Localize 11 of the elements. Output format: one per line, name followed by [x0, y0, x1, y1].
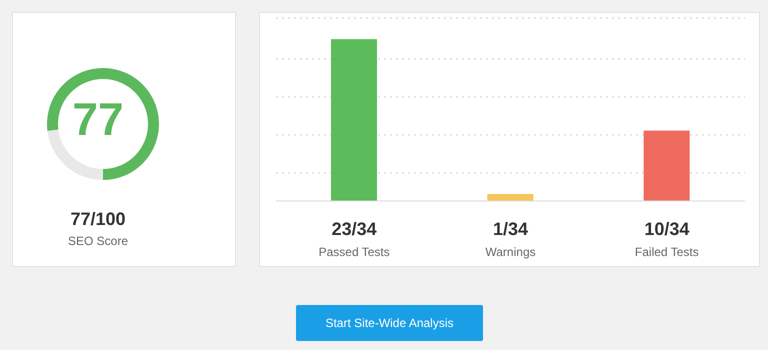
x-tick-label: Passed Tests: [318, 245, 390, 259]
x-tick-label: Failed Tests: [634, 245, 699, 259]
data-label: 23/34: [332, 219, 377, 239]
donut-slice: [47, 68, 159, 180]
data-label: 10/34: [644, 219, 690, 239]
data-label: 77: [71, 93, 125, 145]
data-label: 1/34: [492, 219, 528, 239]
text: 77/100: [69, 209, 127, 230]
text: SEO Score: [66, 234, 130, 248]
text: Start Site-Wide Analysis: [296, 305, 483, 341]
x-tick-label: Warnings: [485, 245, 536, 259]
